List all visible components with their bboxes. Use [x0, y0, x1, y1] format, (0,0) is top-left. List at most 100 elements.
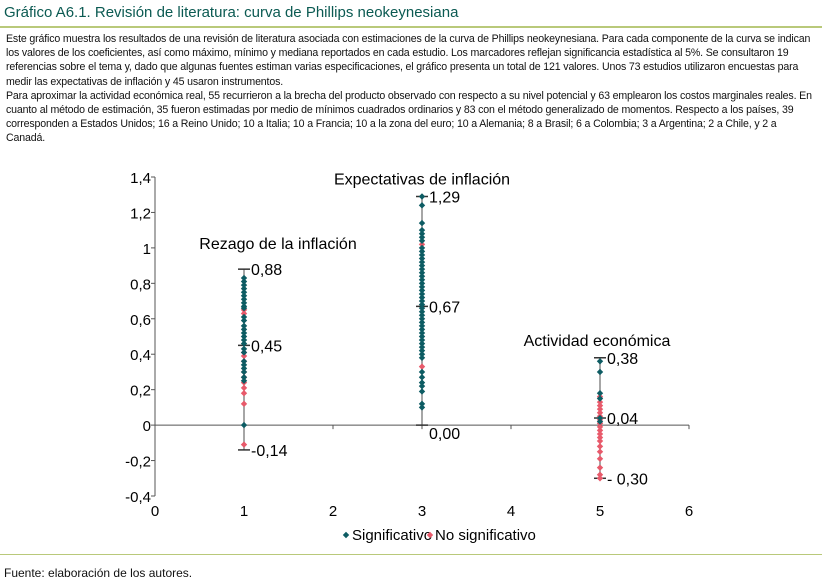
median-label: 0,04: [607, 411, 638, 428]
significant-point: [240, 288, 248, 296]
significant-point: [596, 418, 604, 425]
significant-point: [240, 285, 248, 292]
significant-point: [418, 262, 426, 269]
significant-point: [418, 294, 426, 301]
median-label: 0,67: [429, 299, 460, 316]
significant-point: [418, 340, 426, 347]
significant-point: [418, 297, 426, 305]
not-significant-point: [596, 448, 604, 455]
significant-point: [240, 374, 248, 381]
x-tick-label: 3: [418, 503, 426, 520]
significant-point: [240, 304, 248, 312]
not-significant-point: [596, 402, 604, 409]
significant-point: [240, 345, 248, 353]
significant-point: [240, 340, 248, 347]
significant-point: [418, 336, 426, 344]
significant-point: [240, 377, 248, 385]
not-significant-point: [418, 363, 426, 370]
not-significant-point: [418, 241, 426, 248]
y-tick-label: 1: [143, 241, 151, 258]
not-significant-point: [596, 398, 604, 406]
not-significant-point: [596, 464, 604, 471]
source-note: Fuente: elaboración de los autores.: [4, 566, 193, 580]
significant-point: [418, 326, 426, 333]
significant-point: [418, 368, 426, 376]
significant-point: [418, 219, 426, 227]
y-tick-label: 0: [143, 418, 151, 435]
significant-point: [596, 395, 604, 402]
significant-point: [240, 349, 248, 356]
significant-point: [418, 280, 426, 287]
significant-point: [240, 292, 248, 299]
significant-point: [240, 326, 248, 333]
significant-point: [418, 269, 426, 276]
description-paragraph: Este gráfico muestra los resultados de u…: [6, 33, 811, 88]
significant-point: [240, 313, 248, 321]
significant-point: [418, 258, 426, 266]
chart-description: Este gráfico muestra los resultados de u…: [6, 32, 818, 146]
significant-point: [418, 248, 426, 255]
not-significant-point: [596, 471, 604, 478]
significant-point: [240, 278, 248, 285]
significant-point: [418, 347, 426, 354]
y-tick-label: -0,4: [125, 489, 151, 506]
significant-point: [240, 299, 248, 307]
y-tick-label: 1,4: [130, 170, 151, 187]
significant-point: [240, 274, 248, 282]
significant-point: [418, 315, 426, 322]
legend-not-significant-label: No significativo: [435, 527, 536, 544]
significant-point: [418, 382, 426, 390]
significant-point: [418, 301, 426, 308]
y-tick-label: 0,2: [130, 383, 151, 400]
significant-point: [240, 317, 248, 324]
significant-point: [418, 312, 426, 319]
significant-point: [418, 255, 426, 262]
y-tick-label: 1,2: [130, 205, 151, 222]
y-tick-label: -0,2: [125, 454, 151, 471]
group-label: Rezago de la inflación: [199, 236, 356, 253]
max-label: 0,38: [607, 351, 638, 368]
significant-point: [240, 421, 248, 429]
significant-point: [418, 343, 426, 351]
scatter-chart: 1,41,210,80,60,40,20-0,2-0,40 1 2 3 4 5 60,880…: [125, 170, 693, 544]
significant-point: [418, 265, 426, 273]
significant-point: [418, 304, 426, 312]
footer-divider: [0, 554, 822, 555]
significant-point: [596, 390, 604, 397]
legend-not-significant-marker: [426, 531, 434, 539]
significant-point: [418, 287, 426, 294]
not-significant-point: [240, 310, 248, 317]
not-significant-point: [596, 427, 604, 434]
not-significant-point: [596, 443, 604, 450]
significant-point: [240, 368, 248, 376]
significant-point: [596, 414, 604, 422]
group-label: Expectativas de inflación: [334, 171, 510, 188]
significant-point: [418, 202, 426, 209]
max-label: 1,29: [429, 189, 460, 206]
significant-point: [418, 273, 426, 280]
not-significant-point: [596, 437, 604, 445]
description-paragraph: Para aproximar la actividad económica re…: [6, 89, 812, 145]
significant-point: [418, 276, 426, 283]
significant-point: [418, 283, 426, 291]
x-tick-label: 0: [151, 503, 159, 520]
not-significant-point: [596, 455, 604, 462]
significant-point: [240, 296, 248, 303]
significant-point: [418, 251, 426, 259]
significant-point: [240, 358, 248, 365]
not-significant-point: [240, 400, 248, 408]
significant-point: [418, 374, 426, 381]
significant-point: [418, 234, 426, 241]
x-tick-label: 4: [507, 503, 515, 520]
not-significant-point: [596, 405, 604, 413]
min-label: - 0,30: [607, 471, 648, 488]
significant-point: [418, 226, 426, 234]
not-significant-point: [596, 434, 604, 441]
significant-point: [418, 230, 426, 237]
significant-point: [596, 368, 604, 376]
title-divider: [0, 26, 822, 28]
significant-point: [418, 351, 426, 358]
legend-significant-label: Significativo: [352, 527, 432, 544]
min-label: 0,00: [429, 426, 460, 443]
significant-point: [240, 336, 248, 344]
